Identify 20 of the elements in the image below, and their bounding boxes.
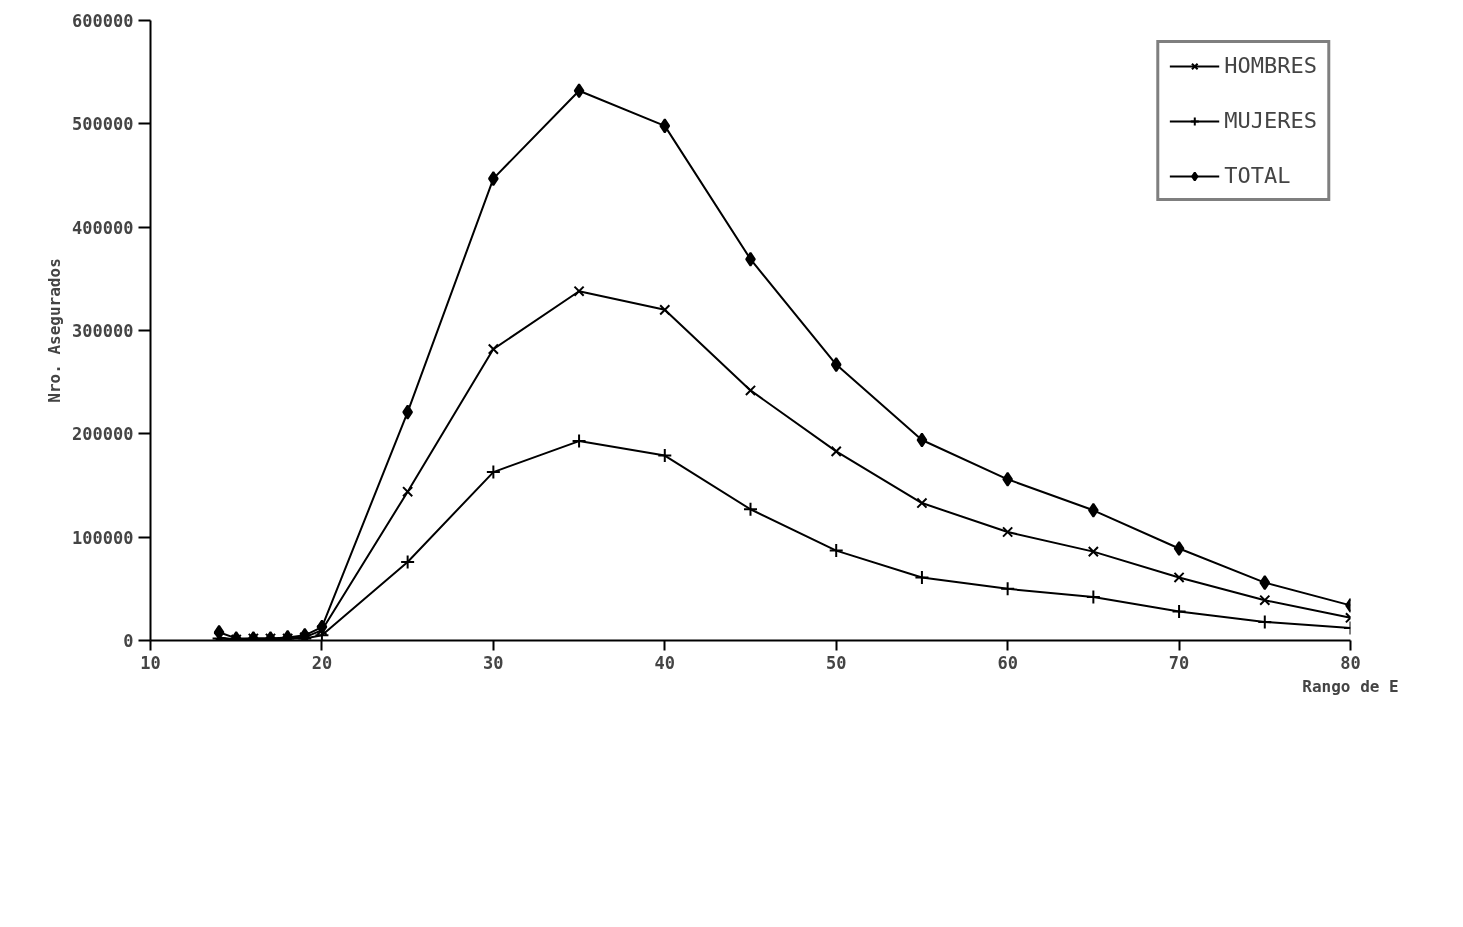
y-tick-label: 200000 [72,424,134,445]
legend-label: TOTAL [1224,163,1291,188]
x-tick-label: 80 [1340,652,1361,673]
x-tick-label: 70 [1168,652,1190,673]
x-tick-label: 60 [997,652,1018,673]
legend-label: MUJERES [1224,108,1317,133]
x-tick-label: 40 [654,652,676,673]
x-tick-label: 20 [311,652,333,673]
legend-label: HOMBRES [1224,53,1317,78]
x-tick-label: 50 [825,652,847,673]
y-tick-label: 400000 [72,217,134,238]
y-tick-label: 600000 [72,11,134,31]
x-tick-label: 30 [483,652,504,673]
y-axis-title: Nro. Asegurados [45,258,65,403]
y-tick-label: 500000 [72,114,134,135]
y-tick-label: 0 [123,631,134,651]
y-tick-label: 300000 [72,321,134,341]
x-tick-label: 10 [140,652,161,673]
y-tick-label: 100000 [72,527,134,548]
x-axis-title: Rango de E [1302,676,1399,696]
